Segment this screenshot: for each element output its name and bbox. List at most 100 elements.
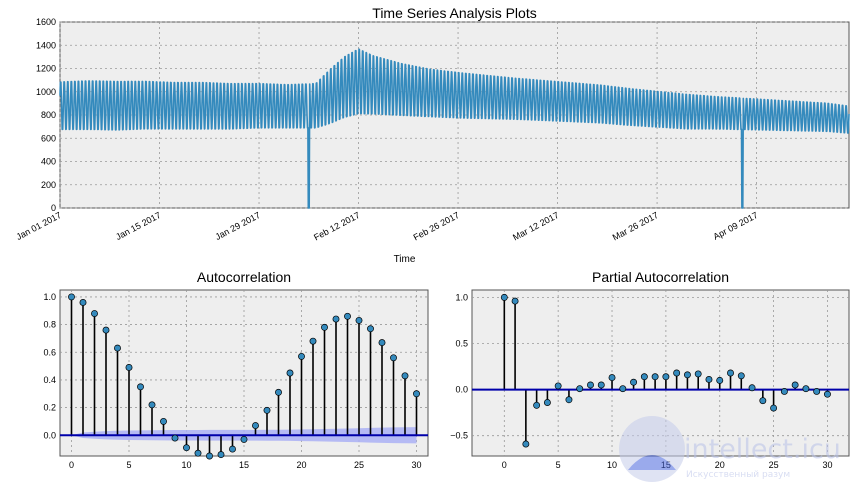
stem-marker	[229, 445, 236, 453]
stem-marker	[321, 323, 328, 331]
x-tick-label: Feb 26 2017	[412, 210, 461, 243]
stem-marker	[554, 382, 562, 390]
stem-marker	[413, 390, 420, 398]
stem-marker	[263, 406, 271, 414]
stem-marker	[522, 440, 530, 448]
stem-marker	[171, 434, 179, 442]
y-tick-label: 0.0	[455, 385, 468, 395]
y-tick-label: 1200	[36, 64, 56, 74]
stem-marker	[630, 378, 638, 386]
x-tick-label: Jan 15 2017	[114, 210, 162, 242]
time-series-x-ticks: Jan 01 2017 Jan 15 2017 Jan 29 2017 Feb 12 …	[14, 210, 759, 243]
stem-marker	[252, 422, 259, 430]
y-tick-label: 0	[51, 203, 56, 213]
acf-y-ticks: 0.0 0.2 0.4 0.6 0.8 1.0	[43, 292, 56, 440]
stem-marker	[737, 372, 745, 380]
time-series-panel: 0 200 400 600 800 1000 1200 1400 1600 Jan 01 201…	[14, 5, 850, 265]
stem-marker	[662, 373, 670, 381]
watermark-subtext: Искусственный разум	[686, 470, 790, 480]
x-tick-label: Mar 12 2017	[511, 210, 560, 243]
stem-marker	[500, 293, 508, 301]
stem-marker	[217, 451, 225, 459]
stem-marker	[91, 310, 98, 317]
x-tick-label: Mar 26 2017	[611, 210, 660, 243]
stem-marker	[683, 371, 691, 379]
stem-marker	[780, 387, 788, 395]
y-tick-label: 0.4	[43, 375, 56, 385]
x-tick-label: 30	[822, 460, 832, 470]
stem-marker	[791, 381, 799, 389]
stem-marker	[824, 390, 831, 398]
x-tick-label: 25	[769, 460, 779, 470]
y-tick-label: 0.8	[43, 320, 56, 330]
stem-marker	[694, 370, 702, 378]
acf-x-ticks: 0 5 10 15 20 25 30	[69, 460, 422, 470]
stem-marker	[716, 376, 724, 384]
acf-panel: 0.0 0.2 0.4 0.6 0.8 1.0 0 5 10 15 20 25 30 Autocorr…	[43, 269, 429, 470]
stem-marker	[533, 401, 541, 409]
stem-marker	[114, 344, 121, 352]
stem-marker	[705, 376, 713, 383]
pacf-title: Partial Autocorrelation	[592, 269, 729, 285]
stem-marker	[565, 396, 573, 404]
y-tick-label: 0.5	[455, 338, 468, 348]
y-tick-label: 1.0	[43, 292, 56, 302]
stem-marker	[770, 404, 778, 412]
stem-marker	[160, 417, 167, 425]
stem-marker	[183, 444, 190, 452]
stem-marker	[390, 354, 397, 362]
y-tick-label: 1.0	[455, 292, 468, 302]
stem-marker	[576, 385, 584, 393]
y-tick-label: 1600	[36, 17, 56, 27]
stem-marker	[332, 315, 340, 323]
y-tick-label: 1400	[36, 40, 56, 50]
x-tick-label: 10	[607, 460, 617, 470]
x-tick-label: Jan 29 2017	[214, 210, 262, 242]
x-tick-label: 5	[556, 460, 561, 470]
watermark-text: intellect.icu	[684, 434, 841, 465]
watermark-circle-icon	[619, 416, 685, 482]
time-series-x-axis-label: Time	[394, 254, 416, 265]
y-tick-label: 600	[41, 133, 56, 143]
watermark-logo: intellect.icu Искусственный разум	[619, 416, 841, 482]
stem-marker	[401, 372, 409, 380]
y-tick-label: 0.0	[43, 430, 56, 440]
pacf-markers	[500, 293, 831, 448]
stem-marker	[727, 369, 734, 377]
watermark-wave-icon	[628, 455, 676, 470]
pacf-y-ticks: −0.5 0.0 0.5 1.0	[450, 292, 468, 440]
x-tick-label: Feb 12 2017	[312, 210, 361, 243]
x-tick-label: 15	[239, 460, 249, 470]
x-tick-label: 10	[181, 460, 191, 470]
time-series-title: Time Series Analysis Plots	[372, 5, 536, 21]
stem-marker	[344, 312, 351, 320]
stem-marker	[619, 385, 627, 393]
x-tick-label: 20	[715, 460, 725, 470]
y-tick-label: −0.5	[450, 431, 468, 441]
stem-marker	[240, 435, 248, 443]
x-tick-label: 0	[69, 460, 74, 470]
x-tick-label: 25	[354, 460, 364, 470]
x-tick-label: Jan 01 2017	[14, 210, 62, 242]
stem-marker	[148, 401, 156, 409]
y-tick-label: 800	[41, 110, 56, 120]
y-tick-label: 200	[41, 180, 56, 190]
stem-marker	[206, 452, 213, 460]
y-tick-label: 0.6	[43, 347, 56, 357]
x-tick-label: 30	[411, 460, 421, 470]
time-series-y-ticks: 0 200 400 600 800 1000 1200 1400 1600	[36, 17, 56, 213]
stem-marker	[298, 352, 305, 360]
stem-marker	[286, 369, 294, 377]
stem-marker	[673, 369, 681, 377]
stem-marker	[125, 364, 133, 371]
stem-marker	[608, 374, 616, 382]
stem-marker	[137, 383, 144, 391]
x-tick-label: 20	[296, 460, 306, 470]
stem-marker	[309, 337, 317, 345]
stem-marker	[587, 381, 594, 389]
x-tick-label: Apr 09 2017	[712, 210, 760, 242]
stem-marker	[367, 325, 374, 333]
stem-marker	[378, 339, 386, 347]
y-tick-label: 0.2	[43, 403, 56, 413]
